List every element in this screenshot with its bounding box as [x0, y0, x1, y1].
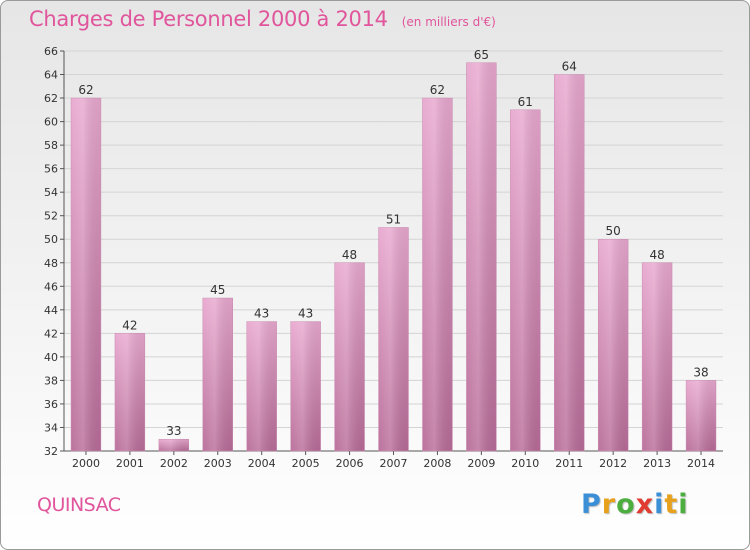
- x-tick-label: 2003: [204, 457, 232, 470]
- value-label: 42: [122, 318, 137, 332]
- x-tick-label: 2005: [292, 457, 320, 470]
- value-label: 62: [78, 83, 93, 97]
- value-label: 61: [518, 95, 533, 109]
- value-label: 43: [254, 307, 269, 321]
- x-tick-label: 2009: [467, 457, 495, 470]
- y-tick-label: 36: [44, 398, 58, 411]
- value-label: 45: [210, 283, 225, 297]
- bar-shine: [334, 262, 365, 451]
- value-label: 33: [166, 424, 181, 438]
- x-tick-label: 2012: [599, 457, 627, 470]
- y-tick-label: 62: [44, 92, 58, 105]
- x-tick-label: 2011: [555, 457, 583, 470]
- y-tick-label: 64: [44, 69, 58, 82]
- y-tick-labels: 32 34 36 38 40 42 44 46 48 50 52 54 56 58 60 62 64 66: [44, 45, 58, 458]
- y-tick-label: 32: [44, 445, 58, 458]
- y-tick-label: 44: [44, 304, 58, 317]
- y-tick-label: 38: [44, 374, 58, 387]
- bar-shine: [598, 239, 629, 451]
- y-tick-label: 56: [44, 163, 58, 176]
- value-label: 64: [562, 60, 577, 74]
- value-label: 48: [342, 248, 357, 262]
- y-tick-label: 58: [44, 139, 58, 152]
- commune-name: QUINSAC: [37, 494, 121, 516]
- y-tick-label: 48: [44, 257, 58, 270]
- value-label: 43: [298, 307, 313, 321]
- y-tick-label: 42: [44, 327, 58, 340]
- value-label: 65: [474, 48, 489, 62]
- value-label: 50: [606, 224, 621, 238]
- x-tick-labels: 2000 2001 2002 2003 2004 2005 2006 2007 2008 2009…: [72, 457, 715, 470]
- bars: [70, 62, 717, 452]
- x-tick-label: 2010: [511, 457, 539, 470]
- proxiti-logo: Proxiti: [581, 489, 689, 520]
- y-tick-label: 46: [44, 280, 58, 293]
- chart-title: Charges de Personnel 2000 à 2014 (en mill…: [29, 7, 496, 31]
- x-tick-label: 2004: [248, 457, 276, 470]
- bar-shine: [246, 321, 277, 451]
- bar-shine: [71, 98, 101, 451]
- logo-letter: P: [581, 489, 602, 520]
- x-tick-label: 2001: [116, 457, 144, 470]
- bar-shine: [378, 227, 409, 451]
- value-labels: 62 42 33 45 43 43 48 51 62 65 61 64 50 48 38: [78, 48, 708, 438]
- unit-label: (en milliers d'€): [401, 15, 496, 29]
- value-label: 51: [386, 212, 401, 226]
- x-tick-label: 2014: [687, 457, 715, 470]
- bar-shine: [554, 74, 585, 451]
- logo-letter: i: [678, 489, 689, 520]
- bar-shine: [158, 439, 189, 451]
- y-tick-label: 50: [44, 233, 58, 246]
- bar-shine: [642, 262, 673, 451]
- bar-shine: [114, 333, 145, 451]
- bar-shine: [290, 321, 321, 451]
- logo-letter: t: [664, 489, 679, 520]
- y-tick-label: 34: [44, 421, 58, 434]
- bar-shine: [510, 109, 541, 451]
- y-tick-label: 60: [44, 116, 58, 129]
- y-tick-label: 40: [44, 351, 58, 364]
- x-tick-label: 2013: [643, 457, 671, 470]
- logo-letter: i: [654, 489, 665, 520]
- x-tick-label: 2000: [72, 457, 100, 470]
- x-tick-label: 2007: [380, 457, 408, 470]
- title-text: Charges de Personnel 2000 à 2014: [29, 7, 388, 31]
- bar-shine: [686, 380, 716, 451]
- bar-shine: [202, 298, 233, 451]
- x-tick-label: 2006: [336, 457, 364, 470]
- y-tick-label: 52: [44, 210, 58, 223]
- logo-letter: o: [616, 489, 636, 520]
- x-tick-label: 2008: [423, 457, 451, 470]
- x-tick-label: 2002: [160, 457, 188, 470]
- value-label: 38: [693, 365, 708, 379]
- y-tick-label: 66: [44, 45, 58, 58]
- logo-letter: x: [635, 489, 655, 520]
- logo-letter: r: [601, 489, 617, 520]
- bar-shine: [422, 98, 453, 451]
- value-label: 48: [649, 248, 664, 262]
- value-label: 62: [430, 83, 445, 97]
- bar-shine: [466, 62, 497, 451]
- y-tick-label: 54: [44, 186, 58, 199]
